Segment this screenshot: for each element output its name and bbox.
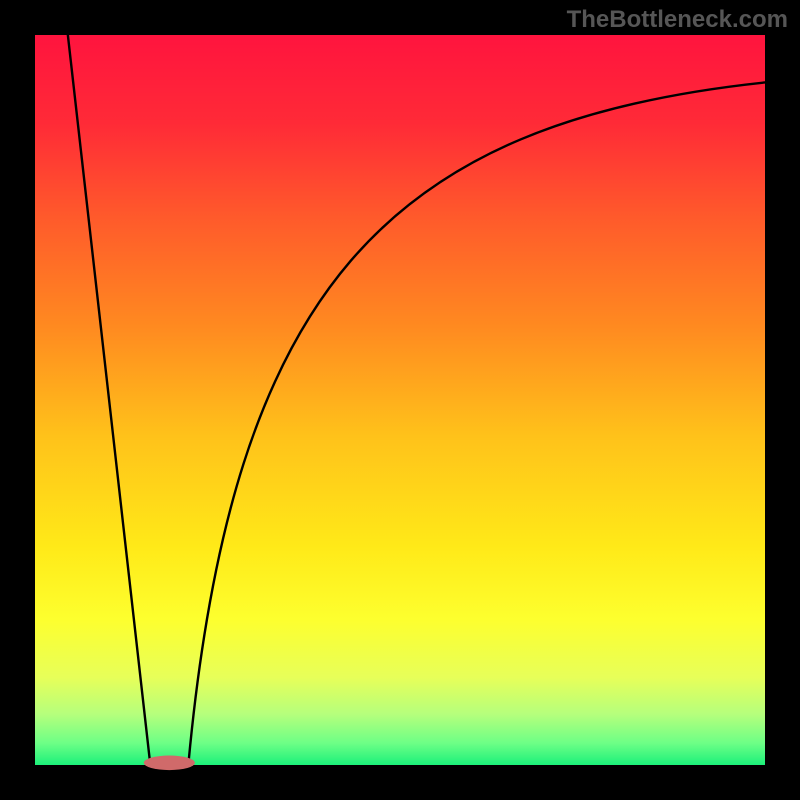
watermark-text: TheBottleneck.com (567, 6, 788, 34)
valley-marker (144, 756, 195, 771)
chart-svg (0, 0, 800, 800)
chart-container: TheBottleneck.com (0, 0, 800, 800)
plot-gradient (35, 35, 765, 765)
